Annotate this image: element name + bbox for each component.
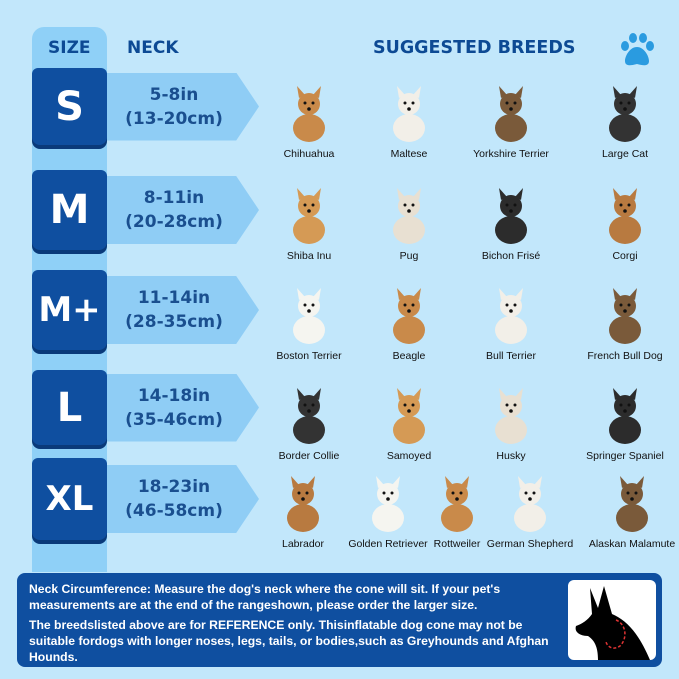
breed-photo xyxy=(495,388,527,444)
breed-item: Springer Spaniel xyxy=(570,384,679,462)
size-label: M+ xyxy=(38,290,101,330)
breed-item: German Shepherd xyxy=(475,472,585,550)
paw-icon xyxy=(621,33,654,66)
breed-name: Bichon Frisé xyxy=(481,250,541,262)
breed-name: Maltese xyxy=(390,148,428,160)
breed-name: Samoyed xyxy=(386,450,432,462)
breed-photo xyxy=(287,476,319,532)
breed-photo xyxy=(495,288,527,344)
breed-item: Pug xyxy=(354,184,464,262)
breed-photo xyxy=(393,388,425,444)
breed-name: Boston Terrier xyxy=(276,350,342,362)
breed-name: German Shepherd xyxy=(486,538,574,550)
breed-photo xyxy=(514,476,546,532)
breed-item: Large Cat xyxy=(570,82,679,160)
size-badge-0: S xyxy=(32,68,107,145)
size-label: L xyxy=(56,384,83,431)
breed-item: Alaskan Malamute xyxy=(577,472,679,550)
neck-range-in: 11-14in xyxy=(137,288,211,308)
size-label: M xyxy=(49,187,90,233)
breed-photo xyxy=(495,188,527,244)
breed-name: Husky xyxy=(496,450,526,462)
breed-photo xyxy=(441,476,473,532)
neck-range-in: 8-11in xyxy=(143,188,205,208)
breed-item: Maltese xyxy=(354,82,464,160)
breed-name: Beagle xyxy=(392,350,426,362)
breed-photo xyxy=(293,86,325,142)
breed-name: Corgi xyxy=(612,250,638,262)
breed-photo xyxy=(609,288,641,344)
breed-name: Chihuahua xyxy=(283,148,335,160)
breed-photo xyxy=(609,388,641,444)
neck-range-in: 14-18in xyxy=(137,385,211,406)
breed-item: Corgi xyxy=(570,184,679,262)
breed-item: Beagle xyxy=(354,284,464,362)
breed-name: Large Cat xyxy=(601,148,649,160)
breed-name: Border Collie xyxy=(278,450,340,462)
neck-range-arrow: 8-11in (20-28cm) xyxy=(107,176,259,244)
breed-name: Bull Terrier xyxy=(486,350,536,362)
breed-item: Samoyed xyxy=(354,384,464,462)
breed-item: Labrador xyxy=(248,472,358,550)
breed-name: Alaskan Malamute xyxy=(588,538,676,550)
breed-photo xyxy=(393,188,425,244)
breed-item: Shiba Inu xyxy=(254,184,364,262)
breed-name: Rottweiler xyxy=(433,538,481,550)
breed-name: Springer Spaniel xyxy=(586,450,664,462)
neck-range-cm: (46-58cm) xyxy=(125,501,223,521)
neck-range-cm: (35-46cm) xyxy=(125,409,223,430)
size-label: XL xyxy=(45,479,94,519)
neck-range-in: 5-8in xyxy=(149,84,199,105)
breed-item: Yorkshire Terrier xyxy=(456,82,566,160)
size-badge-2: M+ xyxy=(32,270,107,350)
neck-range-cm: (20-28cm) xyxy=(125,212,223,232)
breed-photo xyxy=(616,476,648,532)
breed-name: Pug xyxy=(399,250,419,262)
breed-photo xyxy=(393,288,425,344)
breed-name: Labrador xyxy=(281,538,325,550)
neck-range-arrow: 18-23in (46-58cm) xyxy=(107,465,259,533)
breed-item: Bull Terrier xyxy=(456,284,566,362)
breed-photo xyxy=(609,188,641,244)
neck-range-cm: (28-35cm) xyxy=(125,312,223,332)
breed-photo xyxy=(609,86,641,142)
breed-photo xyxy=(293,288,325,344)
neck-range-arrow: 5-8in (13-20cm) xyxy=(107,72,259,141)
size-label: S xyxy=(55,83,84,130)
size-badge-1: M xyxy=(32,170,107,250)
info-measure-text: Neck Circumference: Measure the dog's ne… xyxy=(29,582,501,612)
neck-header: NECK xyxy=(127,38,179,58)
size-badge-4: XL xyxy=(32,458,107,540)
dog-silhouette-icon xyxy=(575,586,650,660)
breed-photo xyxy=(372,476,404,532)
breed-name: French Bull Dog xyxy=(587,350,663,362)
neck-range-arrow: 14-18in (35-46cm) xyxy=(107,373,259,442)
breed-item: Husky xyxy=(456,384,566,462)
size-header: SIZE xyxy=(48,38,91,58)
size-badge-3: L xyxy=(32,370,107,445)
breed-name: Golden Retriever xyxy=(348,538,428,550)
breed-name: Yorkshire Terrier xyxy=(473,148,549,160)
info-reference-text: The breedslisted above are for REFERENCE… xyxy=(29,618,549,664)
breed-photo xyxy=(293,388,325,444)
breed-photo xyxy=(495,86,527,142)
breed-item: Boston Terrier xyxy=(254,284,364,362)
dog-neck-illustration xyxy=(568,580,656,660)
breed-name: Shiba Inu xyxy=(286,250,332,262)
breed-item: Border Collie xyxy=(254,384,364,462)
breed-item: Chihuahua xyxy=(254,82,364,160)
breed-item: Bichon Frisé xyxy=(456,184,566,262)
info-box: Neck Circumference: Measure the dog's ne… xyxy=(17,573,662,667)
breeds-header: SUGGESTED BREEDS xyxy=(373,38,576,58)
breed-photo xyxy=(393,86,425,142)
neck-range-in: 18-23in xyxy=(137,477,211,497)
breed-photo xyxy=(293,188,325,244)
breed-item: Golden Retriever xyxy=(333,472,443,550)
breed-item: Rottweiler xyxy=(402,472,512,550)
neck-range-arrow: 11-14in (28-35cm) xyxy=(107,276,259,344)
neck-range-cm: (13-20cm) xyxy=(125,108,223,129)
breed-item: French Bull Dog xyxy=(570,284,679,362)
